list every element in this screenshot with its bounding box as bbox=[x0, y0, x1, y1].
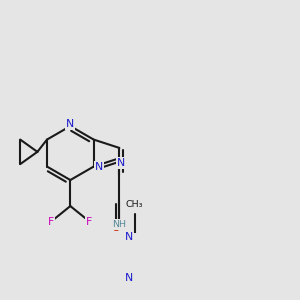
Text: N: N bbox=[124, 232, 133, 242]
Text: F: F bbox=[86, 217, 92, 227]
Text: N: N bbox=[117, 158, 125, 168]
Text: CH₃: CH₃ bbox=[126, 200, 143, 209]
Text: O: O bbox=[111, 223, 120, 232]
Text: F: F bbox=[48, 217, 55, 227]
Text: N: N bbox=[95, 161, 103, 172]
Text: N: N bbox=[124, 273, 133, 284]
Text: NH: NH bbox=[112, 220, 126, 229]
Text: N: N bbox=[66, 118, 74, 129]
